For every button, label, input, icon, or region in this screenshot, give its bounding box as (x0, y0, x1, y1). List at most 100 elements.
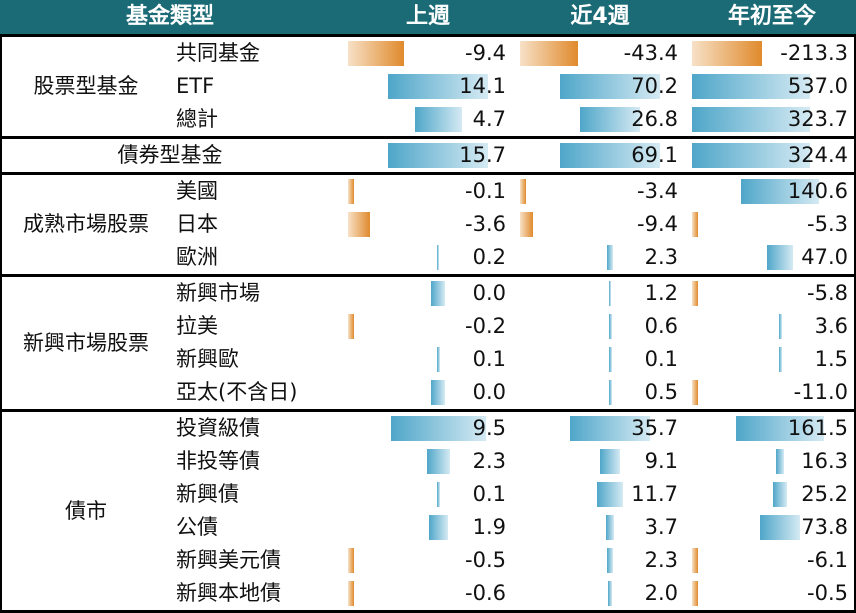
table-row: 亞太(不含日) 0.0 0.5 -11.0 (0, 376, 856, 409)
value-bar (608, 281, 612, 306)
group-separator (0, 136, 856, 139)
value-bar (414, 107, 462, 132)
row-label: 投資級債 (176, 416, 260, 440)
row-label: 新興本地債 (176, 581, 281, 605)
group-label: 成熟市場股票 (23, 212, 149, 236)
value-cell: 1.2 (644, 281, 678, 305)
value-cell: 11.7 (631, 482, 678, 506)
header-last-week: 上週 (405, 4, 450, 29)
value-cell: 70.2 (631, 74, 678, 98)
group-label: 債市 (65, 499, 107, 523)
value-cell: 0.0 (472, 380, 506, 404)
row-label: 拉美 (176, 314, 218, 338)
value-bar (388, 74, 488, 99)
row-label: 歐洲 (176, 245, 218, 269)
row-label: 新興歐 (176, 347, 239, 371)
value-bar (692, 74, 810, 99)
value-cell: 0.2 (472, 245, 506, 269)
value-cell: 324.4 (787, 143, 848, 167)
value-cell: 15.7 (459, 143, 506, 167)
value-bar (767, 245, 793, 270)
value-bar (692, 581, 698, 606)
value-bar (692, 380, 698, 405)
value-bar (607, 581, 613, 606)
header-last-4-weeks: 近4週 (570, 4, 630, 29)
value-bar (560, 74, 660, 99)
value-cell: 2.0 (644, 581, 678, 605)
value-cell: -9.4 (637, 212, 678, 236)
value-cell: 0.1 (472, 482, 506, 506)
row-label: 非投等債 (176, 449, 260, 473)
value-bar (580, 107, 640, 132)
value-bar (520, 41, 578, 66)
row-label: 美國 (176, 179, 218, 203)
value-cell: -0.1 (465, 179, 506, 203)
value-bar (735, 416, 825, 441)
value-cell: -0.5 (807, 581, 848, 605)
value-cell: 0.5 (644, 380, 678, 404)
value-cell: 0.0 (472, 281, 506, 305)
value-cell: -11.0 (793, 380, 848, 404)
value-cell: 2.3 (644, 245, 678, 269)
value-bar (431, 281, 445, 306)
value-bar (741, 179, 819, 204)
row-label: 亞太(不含日) (176, 380, 298, 404)
value-cell: -0.2 (465, 314, 506, 338)
row-label: 公債 (176, 515, 218, 539)
value-cell: 323.7 (787, 107, 848, 131)
value-bar (759, 515, 801, 540)
value-bar (348, 581, 354, 606)
value-cell: 3.6 (814, 314, 848, 338)
value-cell: -5.3 (807, 212, 848, 236)
value-bar (520, 179, 526, 204)
value-cell: 0.6 (644, 314, 678, 338)
value-cell: 2.3 (644, 548, 678, 572)
value-cell: 537.0 (787, 74, 848, 98)
table-row: 歐洲 0.2 2.3 47.0 (0, 241, 856, 274)
group-label: 新興市場股票 (23, 331, 149, 355)
value-cell: -5.8 (807, 281, 848, 305)
table-left-border (0, 34, 2, 613)
value-cell: 2.3 (472, 449, 506, 473)
value-cell: 26.8 (631, 107, 678, 131)
table-right-border (854, 34, 856, 613)
table-row: 15.7 69.1 324.4 (0, 139, 856, 172)
value-bar (348, 212, 370, 237)
value-bar (607, 548, 613, 573)
header-category: 基金類型 (125, 4, 214, 29)
value-cell: -6.1 (807, 548, 848, 572)
value-bar (348, 41, 405, 66)
value-bar (428, 515, 448, 540)
table-row: 日本 -3.6 -9.4 -5.3 (0, 208, 856, 241)
value-cell: 4.7 (472, 107, 506, 131)
group-separator (0, 172, 856, 175)
table-row: ETF 14.1 70.2 537.0 (0, 70, 856, 103)
value-bar (348, 548, 354, 573)
value-cell: -0.5 (465, 548, 506, 572)
value-bar (431, 380, 445, 405)
value-bar (608, 347, 612, 372)
value-cell: 161.5 (787, 416, 848, 440)
value-bar (692, 143, 810, 168)
table-header: 基金類型 上週 近4週 年初至今 (0, 0, 856, 34)
value-bar (348, 179, 354, 204)
row-label: 新興美元債 (176, 548, 281, 572)
value-bar (608, 314, 612, 339)
row-label: 共同基金 (176, 41, 260, 65)
value-bar (692, 107, 810, 132)
value-cell: 35.7 (631, 416, 678, 440)
value-bar (520, 212, 533, 237)
value-bar (778, 347, 782, 372)
header-ytd: 年初至今 (727, 4, 816, 29)
value-bar (608, 380, 612, 405)
value-bar (348, 314, 354, 339)
value-bar (388, 143, 488, 168)
value-bar (426, 449, 450, 474)
value-bar (692, 41, 763, 66)
value-bar (597, 482, 623, 507)
value-cell: 1.5 (814, 347, 848, 371)
value-cell: -9.4 (465, 41, 506, 65)
row-label: 日本 (176, 212, 218, 236)
value-bar (778, 314, 782, 339)
table-row: 拉美 -0.2 0.6 3.6 (0, 310, 856, 343)
